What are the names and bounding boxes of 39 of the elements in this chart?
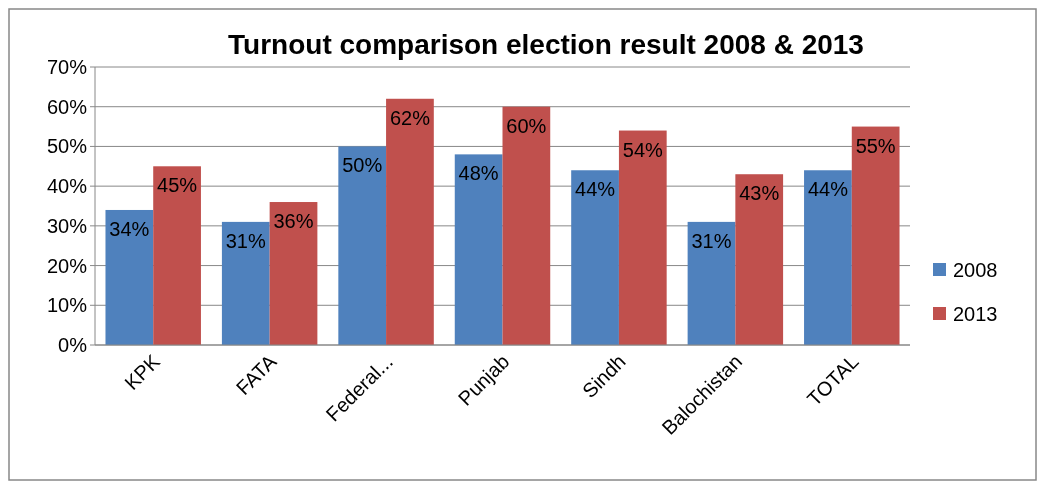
bar [221,221,270,345]
y-tick-label: 50% [46,135,88,158]
data-label: 31% [691,229,732,252]
data-label: 36% [273,210,314,233]
legend-label: 2013 [953,303,998,325]
y-tick-label: 20% [46,254,88,277]
y-tick-label: 60% [46,95,88,118]
y-tick-label: 30% [46,214,88,237]
legend-label: 2008 [953,259,998,281]
bar [851,126,900,345]
bar [269,202,318,345]
data-label: 55% [855,134,896,157]
data-label: 45% [157,174,198,197]
y-tick-label: 10% [46,294,88,317]
data-label: 44% [575,178,616,201]
bar [338,146,387,345]
bar [386,98,434,345]
y-tick-label: 0% [58,334,88,356]
data-label: 43% [739,182,780,205]
bar [804,170,852,345]
bar [502,106,551,345]
y-tick-label: 70% [46,56,88,78]
data-label: 44% [807,178,849,201]
data-label: 34% [109,217,150,240]
data-label: 60% [506,114,547,137]
data-label: 31% [225,229,267,252]
bar [571,170,619,345]
bar [735,174,784,345]
chart-title: Turnout comparison election result 2008 & 2013 [228,29,864,60]
data-label: 48% [458,162,499,185]
bar [454,154,503,345]
data-label: 54% [622,138,664,161]
bar [105,209,154,345]
y-tick-label: 40% [46,175,88,198]
bar [618,130,667,345]
bar [153,166,201,345]
data-label: 62% [389,106,431,129]
data-label: 50% [342,154,383,177]
bar [687,221,736,345]
